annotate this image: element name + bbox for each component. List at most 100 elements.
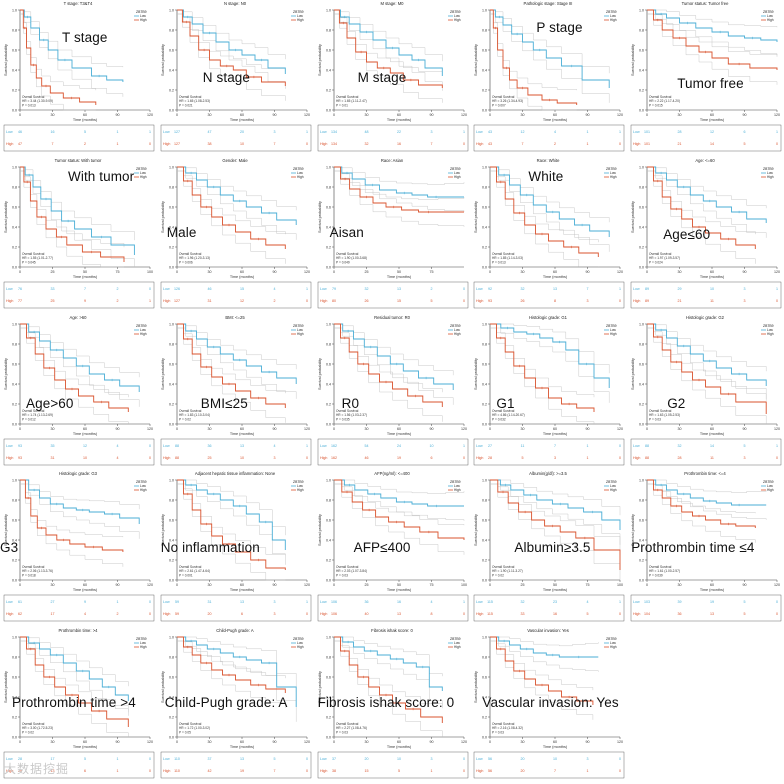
- subgroup-annotation: AFP≤400: [353, 540, 411, 556]
- risk-row-label-high: High: [320, 769, 327, 773]
- risk-count-high: 31: [51, 456, 55, 460]
- y-tick-label: 0.6: [169, 205, 174, 209]
- y-axis-label: Survival probability: [631, 358, 635, 390]
- x-tick-label: 0: [176, 113, 178, 117]
- legend-title: ZBTB9: [450, 480, 461, 484]
- x-tick-label: 75: [429, 270, 433, 274]
- risk-count-low: 1: [619, 287, 621, 291]
- x-tick-label: 90: [586, 427, 590, 431]
- risk-table-box: [160, 438, 311, 465]
- ci-lower-low: [490, 640, 599, 672]
- ci-lower-low: [490, 327, 610, 403]
- panel-title: M stage: M0: [380, 1, 404, 6]
- risk-row-label-low: Low: [476, 287, 483, 291]
- km-plot-svg: Residual tumor: R0 0.0 0.2 0.4 0.6 0.8 1.0 Surv…: [317, 315, 468, 465]
- x-tick-label: 0: [333, 270, 335, 274]
- risk-count-high: 28: [678, 456, 682, 460]
- x-tick-label: 75: [116, 270, 120, 274]
- risk-count-high: 3: [273, 456, 275, 460]
- y-tick-label: 0.8: [12, 499, 17, 503]
- stats-text: HR = 2.16 (1.08-4.32): [492, 726, 523, 730]
- ci-lower-high: [20, 484, 124, 568]
- x-tick-label: 60: [553, 113, 557, 117]
- stats-text: HR = 1.85 (1.14-3.03): [492, 256, 523, 260]
- km-curve-low: [647, 166, 767, 223]
- legend-label-low: Low: [767, 14, 774, 18]
- y-tick-label: 0.0: [326, 422, 331, 426]
- ci-upper-high: [490, 636, 594, 691]
- y-tick-label: 0.8: [482, 499, 487, 503]
- stats-text: Overall Survival: [179, 409, 202, 413]
- x-tick-label: 90: [272, 270, 276, 274]
- y-tick-label: 0.4: [169, 382, 174, 386]
- legend-label-high: High: [454, 175, 461, 179]
- stats-text: P = 0.05: [179, 731, 191, 735]
- risk-count-low: 47: [207, 130, 211, 134]
- ci-upper-low: [647, 323, 767, 371]
- risk-count-low: 0: [463, 757, 465, 761]
- y-tick-label: 0.0: [482, 422, 487, 426]
- stats-text: P = 0.039: [649, 574, 663, 578]
- km-curve-high: [20, 479, 124, 553]
- legend-label-low: Low: [454, 14, 461, 18]
- risk-count-low: 31: [207, 600, 211, 604]
- y-axis-label: Survival probability: [474, 671, 478, 703]
- legend-label-high: High: [297, 175, 304, 179]
- y-tick-label: 0.0: [169, 735, 174, 739]
- legend-title: ZBTB9: [136, 637, 147, 641]
- legend-label-low: Low: [297, 484, 304, 488]
- legend-title: ZBTB9: [293, 637, 304, 641]
- risk-table-box: [317, 595, 468, 622]
- panel-title: Tumor status: Tumor free: [682, 1, 730, 6]
- x-tick-label: 60: [553, 270, 557, 274]
- legend-label-high: High: [610, 175, 617, 179]
- y-tick-label: 0.6: [639, 519, 644, 523]
- ci-upper-high: [20, 9, 96, 91]
- risk-count-high: 162: [331, 456, 337, 460]
- legend-label-high: High: [767, 332, 774, 336]
- y-tick-label: 0.6: [12, 205, 17, 209]
- stats-text: HR = 1.97 (1.09-3.57): [649, 256, 680, 260]
- risk-count-high: 93: [18, 456, 22, 460]
- risk-count-high: 20: [207, 612, 211, 616]
- risk-count-low: 1: [117, 130, 119, 134]
- stats-text: Overall Survival: [336, 722, 359, 726]
- x-axis-label: Time (months): [543, 275, 568, 279]
- x-tick-label: 0: [176, 583, 178, 587]
- stats-text: P = 0.02: [492, 574, 504, 578]
- y-tick-label: 0.2: [482, 402, 487, 406]
- legend-label-high: High: [767, 488, 774, 492]
- y-axis-label: Survival probability: [161, 44, 165, 76]
- risk-row-label-low: Low: [320, 444, 327, 448]
- y-tick-label: 0.8: [169, 499, 174, 503]
- x-tick-label: 90: [743, 113, 747, 117]
- km-panel: Residual tumor: R0 0.0 0.2 0.4 0.6 0.8 1.0 Surv…: [314, 314, 471, 471]
- x-axis-label: Time (months): [230, 118, 255, 122]
- risk-count-high: 115: [488, 612, 494, 616]
- stats-text: Overall Survival: [336, 565, 359, 569]
- y-tick-label: 0.2: [482, 559, 487, 563]
- y-tick-label: 0.2: [12, 715, 17, 719]
- stats-text: Overall Survival: [336, 409, 359, 413]
- risk-count-low: 2: [430, 287, 432, 291]
- ci-lower-high: [647, 13, 778, 85]
- legend-title: ZBTB9: [136, 324, 147, 328]
- risk-count-high: 5: [430, 299, 432, 303]
- km-curve-high: [20, 636, 129, 728]
- x-tick-label: 60: [83, 427, 87, 431]
- legend-label-low: Low: [610, 484, 617, 488]
- x-tick-label: 30: [207, 113, 211, 117]
- risk-count-high: 127: [174, 142, 180, 146]
- risk-count-low: 3: [273, 600, 275, 604]
- risk-count-high: 0: [149, 612, 151, 616]
- x-tick-label: 0: [489, 427, 491, 431]
- risk-count-low: 103: [644, 600, 650, 604]
- stats-text: HR = 1.63 (1.05-2.53): [649, 413, 680, 417]
- x-axis-label: Time (months): [700, 275, 725, 279]
- stats-text: P = 0.03: [336, 731, 348, 735]
- stats-text: P = 0.01: [336, 103, 348, 107]
- x-tick-label: 60: [83, 740, 87, 744]
- x-axis-label: Time (months): [543, 588, 568, 592]
- risk-count-low: 0: [149, 757, 151, 761]
- legend-title: ZBTB9: [450, 324, 461, 328]
